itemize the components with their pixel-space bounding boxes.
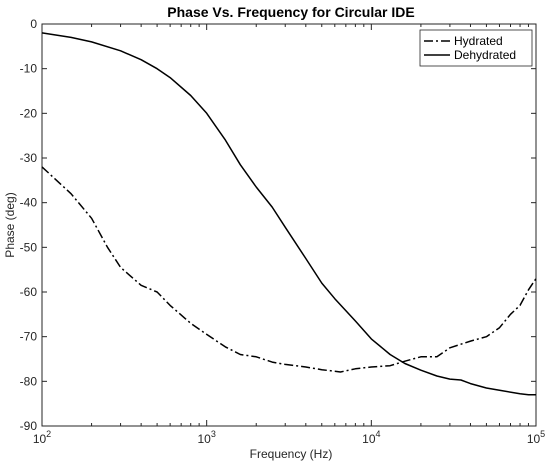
legend-label: Hydrated	[454, 34, 503, 48]
y-tick-label: -70	[20, 330, 38, 344]
x-tick-label: 102	[33, 429, 51, 446]
x-tick-label: 104	[362, 429, 380, 446]
y-tick-label: -80	[20, 374, 38, 388]
y-tick-label: -90	[20, 419, 38, 433]
legend-label: Dehydrated	[454, 48, 516, 62]
y-tick-label: -10	[20, 62, 38, 76]
y-tick-label: -30	[20, 151, 38, 165]
y-tick-label: -20	[20, 106, 38, 120]
x-tick-label: 103	[197, 429, 215, 446]
series-line-dehydrated	[41, 32, 536, 396]
y-tick-label: -60	[20, 285, 38, 299]
y-tick-label: -50	[20, 240, 38, 254]
y-axis-label: Phase (deg)	[3, 192, 17, 257]
plot-frame	[41, 23, 537, 427]
y-tick-label: 0	[30, 17, 37, 31]
x-axis-label: Frequency (Hz)	[250, 447, 333, 461]
series-layer	[41, 32, 537, 396]
legend-box	[419, 29, 533, 67]
chart-title: Phase Vs. Frequency for Circular IDE	[167, 4, 414, 20]
x-tick-label: 105	[527, 429, 545, 446]
series-line-hydrated	[41, 166, 537, 373]
y-tick-label: -40	[20, 196, 38, 210]
